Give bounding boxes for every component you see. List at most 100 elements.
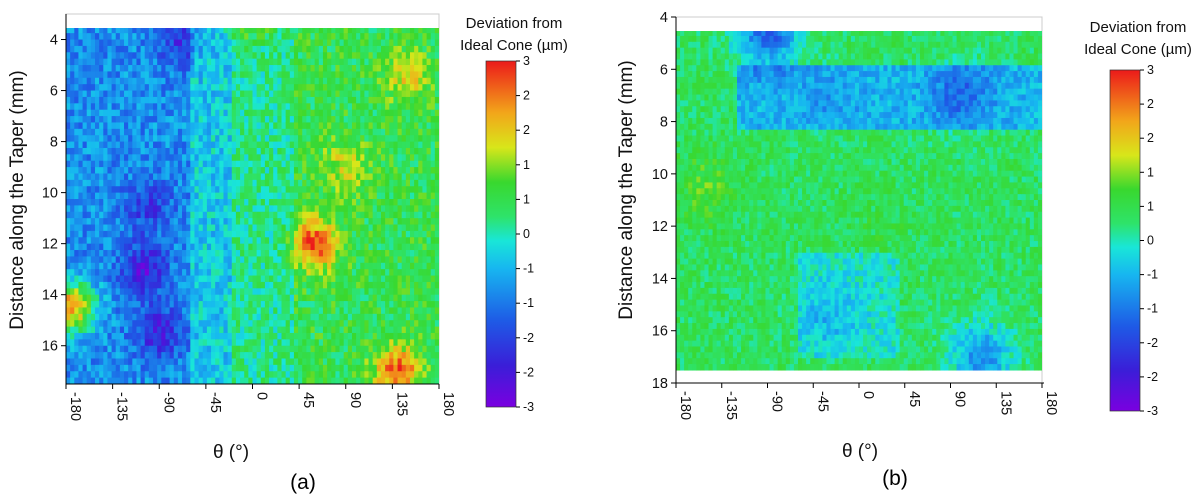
heatmap-cell xyxy=(103,52,109,60)
heatmap-cell xyxy=(82,269,88,277)
heatmap-cell xyxy=(260,377,266,384)
heatmap-cell xyxy=(231,192,237,200)
heatmap-cell xyxy=(376,173,382,181)
heatmap-cell xyxy=(165,52,171,60)
heatmap-cell xyxy=(372,358,378,366)
heatmap-cell xyxy=(90,301,96,309)
heatmap-cell xyxy=(128,377,133,384)
heatmap-cell xyxy=(211,45,216,53)
heatmap-cell xyxy=(368,218,374,226)
heatmap-cell xyxy=(198,352,204,360)
heatmap-cell xyxy=(82,186,88,194)
heatmap-cell xyxy=(90,371,96,379)
heatmap-cell xyxy=(322,256,328,264)
heatmap-cell xyxy=(169,294,175,302)
heatmap-cell xyxy=(190,128,196,136)
heatmap-cell xyxy=(311,14,316,21)
heatmap-cell xyxy=(244,65,249,73)
heatmap-cell xyxy=(190,65,196,73)
heatmap-cell xyxy=(161,364,167,372)
heatmap-cell xyxy=(235,275,241,283)
heatmap-cell xyxy=(298,167,303,175)
heatmap-cell xyxy=(231,224,237,232)
heatmap-cell xyxy=(231,262,237,270)
heatmap-cell xyxy=(177,262,183,270)
heatmap-cell xyxy=(107,224,113,232)
heatmap-cell xyxy=(260,77,266,85)
heatmap-cell xyxy=(240,326,245,334)
heatmap-cell xyxy=(281,109,287,117)
heatmap-cell xyxy=(140,135,146,143)
heatmap-cell xyxy=(206,192,212,200)
heatmap-cell xyxy=(235,160,241,168)
heatmap-cell xyxy=(95,58,100,66)
heatmap-cell xyxy=(240,364,245,372)
heatmap-cell xyxy=(335,243,341,251)
heatmap-cell xyxy=(293,256,299,264)
heatmap-cell xyxy=(219,84,225,92)
heatmap-cell xyxy=(70,90,75,98)
heatmap-cell xyxy=(177,141,183,149)
heatmap-cell xyxy=(260,218,266,226)
heatmap-cell xyxy=(202,256,208,264)
heatmap-cell xyxy=(202,116,208,124)
heatmap-cell xyxy=(343,358,349,366)
heatmap-cell xyxy=(128,154,133,162)
heatmap-cell xyxy=(99,77,104,85)
heatmap-cell xyxy=(380,358,386,366)
heatmap-cell xyxy=(252,58,258,66)
heatmap-cell xyxy=(360,58,365,66)
heatmap-cell xyxy=(66,71,71,79)
heatmap-cell xyxy=(327,179,332,187)
heatmap-cell xyxy=(385,28,390,34)
heatmap-cell xyxy=(215,326,220,334)
heatmap-cell xyxy=(327,307,332,315)
heatmap-cell xyxy=(401,243,407,251)
heatmap-cell xyxy=(203,20,208,27)
heatmap-cell xyxy=(169,377,175,384)
heatmap-cell xyxy=(112,20,117,27)
heatmap-cell xyxy=(169,71,175,79)
heatmap-cell xyxy=(136,186,142,194)
heatmap-cell xyxy=(260,135,266,143)
heatmap-cell xyxy=(252,275,258,283)
heatmap-cell xyxy=(380,294,386,302)
heatmap-cell xyxy=(219,39,225,47)
heatmap-cell xyxy=(95,377,100,384)
heatmap-cell xyxy=(385,173,390,181)
heatmap-cell xyxy=(409,288,415,296)
heatmap-cell xyxy=(144,256,150,264)
heatmap-cell xyxy=(293,205,299,213)
heatmap-cell xyxy=(78,230,84,238)
heatmap-cell xyxy=(223,109,229,117)
heatmap-cell xyxy=(219,371,225,379)
heatmap-cell xyxy=(153,103,158,111)
heatmap-cell xyxy=(132,345,138,353)
heatmap-cell xyxy=(211,179,216,187)
heatmap-cell xyxy=(405,320,411,328)
heatmap-cell xyxy=(169,103,175,111)
heatmap-cell xyxy=(327,256,332,264)
heatmap-cell xyxy=(227,288,233,296)
heatmap-cell xyxy=(223,160,229,168)
heatmap-cell xyxy=(380,141,386,149)
heatmap-cell xyxy=(223,39,229,47)
heatmap-cell xyxy=(182,230,187,238)
heatmap-cell xyxy=(186,71,191,79)
heatmap-cell xyxy=(260,116,266,124)
heatmap-cell xyxy=(281,320,287,328)
heatmap-cell xyxy=(322,58,328,66)
heatmap-cell xyxy=(351,345,357,353)
heatmap-cell xyxy=(211,237,216,245)
heatmap-cell xyxy=(364,160,370,168)
heatmap-cell xyxy=(318,167,324,175)
heatmap-cell xyxy=(140,262,146,270)
heatmap-cell xyxy=(368,28,374,34)
heatmap-cell xyxy=(86,320,92,328)
heatmap-cell xyxy=(215,269,220,277)
heatmap-cell xyxy=(418,128,424,136)
heatmap-cell xyxy=(269,332,274,340)
heatmap-cell xyxy=(66,256,71,264)
heatmap-cell xyxy=(211,301,216,309)
